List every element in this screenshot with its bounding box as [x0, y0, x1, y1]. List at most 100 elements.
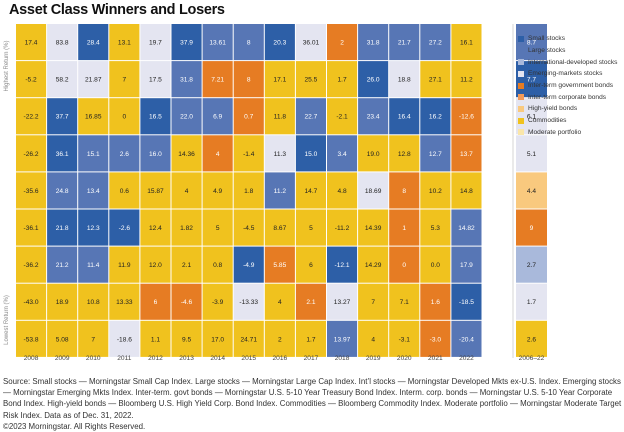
- cell-2022-rank7-value: 17.9: [460, 262, 473, 269]
- cell-2008-rank1-value: 17.4: [25, 39, 38, 46]
- cell-2021-rank7-value: 0.0: [431, 262, 440, 269]
- cell-2012-rank1-cell: [140, 24, 171, 61]
- cell-2012-rank3-value: 16.5: [149, 114, 162, 121]
- cell-2009-rank9-value: 5.08: [56, 336, 69, 343]
- cell-2022-rank2-value: 11.2: [460, 77, 473, 84]
- cell-2020-rank8-cell: [389, 283, 420, 320]
- legend-item-corp: Inter-term corporate bonds: [518, 91, 622, 103]
- cell-2018-rank2-value: 1.7: [337, 77, 346, 84]
- cell-2019-rank3-cell: [358, 98, 389, 135]
- cell-2014-rank1-value: 13.61: [209, 39, 226, 46]
- cell-2011-rank3-value: 0: [123, 114, 127, 121]
- summary-rank1-value: 8.7: [527, 39, 536, 46]
- cell-2011-rank9-value: -18.6: [117, 336, 132, 343]
- cell-2021-rank6-cell: [420, 209, 451, 246]
- cell-2016-rank9-cell: [264, 320, 295, 357]
- cell-2013-rank1-cell: [171, 24, 202, 61]
- cell-2016-rank8-cell: [264, 283, 295, 320]
- cell-2014-rank6-value: 5: [216, 225, 220, 232]
- cell-2013-rank1-value: 37.9: [180, 39, 193, 46]
- cell-2012-rank1-value: 19.7: [149, 39, 162, 46]
- cell-2019-rank2-cell: [358, 61, 389, 98]
- legend: Small stocks Large stocks International-de…: [518, 33, 622, 138]
- cell-2020-rank7-value: 0: [402, 262, 406, 269]
- cell-2016-rank6-cell: [264, 209, 295, 246]
- cell-2018-rank6-cell: [327, 209, 358, 246]
- cell-2012-rank2-value: 17.5: [149, 77, 162, 84]
- cell-2012-rank2-cell: [140, 61, 171, 98]
- year-labels: 2008 2009 2010 2011 2012 2013 2014 2015 2016 2017…: [24, 355, 545, 362]
- summary-rank4-cell: [516, 135, 547, 172]
- cell-2010-rank3-cell: [78, 98, 109, 135]
- cell-2009-rank8-value: 18.9: [56, 299, 69, 306]
- cell-2011-rank5-value: 0.6: [120, 188, 129, 195]
- year-label-2016: 2016: [273, 355, 288, 362]
- legend-item-intl: International-developed stocks: [518, 56, 622, 68]
- cell-2015-rank6-cell: [233, 209, 264, 246]
- cell-2020-rank6-value: 1: [402, 225, 406, 232]
- cell-2008-rank2-cell: [16, 61, 47, 98]
- cell-2013-rank3-cell: [171, 98, 202, 135]
- cell-2009-rank6-cell: [47, 209, 78, 246]
- summary-rank7-value: 2.7: [527, 262, 536, 269]
- cell-2011-rank5-cell: [109, 172, 140, 209]
- cell-2017-rank8-value: 2.1: [306, 299, 315, 306]
- cell-2019-rank4-cell: [358, 135, 389, 172]
- cell-2013-rank3-value: 22.0: [180, 114, 193, 121]
- cell-2014-rank5-value: 4.9: [213, 188, 222, 195]
- cell-2016-rank6-value: 8.67: [273, 225, 286, 232]
- cell-2016-rank2-cell: [264, 61, 295, 98]
- cell-2018-rank2-cell: [327, 61, 358, 98]
- cell-2018-rank6-value: -11.2: [335, 225, 350, 232]
- year-label-2011: 2011: [117, 355, 132, 362]
- cell-2008-rank3-cell: [16, 98, 47, 135]
- cell-2017-rank7-cell: [295, 246, 326, 283]
- year-label-2015: 2015: [241, 355, 256, 362]
- cell-2013-rank7-value: 2.1: [182, 262, 191, 269]
- cell-2008-rank9-cell: [16, 320, 47, 357]
- year-label-2021: 2021: [428, 355, 443, 362]
- cell-2010-rank8-cell: [78, 283, 109, 320]
- cell-2020-rank5-cell: [389, 172, 420, 209]
- cell-2015-rank8-cell: [233, 283, 264, 320]
- cell-2011-rank1-value: 13.1: [118, 39, 131, 46]
- cell-2014-rank2-cell: [202, 61, 233, 98]
- cell-2017-rank5-cell: [295, 172, 326, 209]
- cell-2022-rank1-cell: [451, 24, 482, 61]
- cell-2008-rank4-cell: [16, 135, 47, 172]
- chart-title: Asset Class Winners and Losers: [9, 2, 225, 18]
- cell-2014-rank8-cell: [202, 283, 233, 320]
- cell-2020-rank5-value: 8: [402, 188, 406, 195]
- cell-2009-rank9-cell: [47, 320, 78, 357]
- cell-2017-rank8-cell: [295, 283, 326, 320]
- cell-2008-rank1-cell: [16, 24, 47, 61]
- cell-2010-rank2-value: 21.87: [85, 77, 102, 84]
- cell-2019-rank2-value: 26.0: [367, 77, 380, 84]
- cell-2015-rank2-cell: [233, 61, 264, 98]
- cell-2020-rank4-value: 12.8: [398, 151, 411, 158]
- cell-2009-rank3-cell: [47, 98, 78, 135]
- cell-2010-rank6-cell: [78, 209, 109, 246]
- year-label-2019: 2019: [366, 355, 381, 362]
- cell-2012-rank6-value: 12.4: [149, 225, 162, 232]
- cell-2019-rank9-cell: [358, 320, 389, 357]
- summary-rank1-cell: [516, 24, 547, 61]
- cell-2009-rank1-cell: [47, 24, 78, 61]
- cell-2013-rank2-value: 31.8: [180, 77, 193, 84]
- legend-label: Moderate portfolio: [528, 128, 582, 136]
- cell-2016-rank7-value: 5.85: [273, 262, 286, 269]
- cell-2019-rank8-cell: [358, 283, 389, 320]
- cell-2022-rank6-value: 14.82: [458, 225, 475, 232]
- year-label-summary: 2006–22: [519, 355, 545, 362]
- cell-2013-rank6-value: 1.82: [180, 225, 193, 232]
- cell-2018-rank5-value: 4.8: [337, 188, 346, 195]
- cell-2008-rank8-cell: [16, 283, 47, 320]
- cell-2010-rank5-cell: [78, 172, 109, 209]
- cell-2014-rank9-value: 17.0: [211, 336, 224, 343]
- cell-2013-rank8-value: -4.6: [181, 299, 193, 306]
- legend-label: High-yield bonds: [528, 105, 578, 113]
- cell-2012-rank5-cell: [140, 172, 171, 209]
- year-label-2022: 2022: [459, 355, 474, 362]
- legend-item-em: Emerging-markets stocks: [518, 68, 622, 80]
